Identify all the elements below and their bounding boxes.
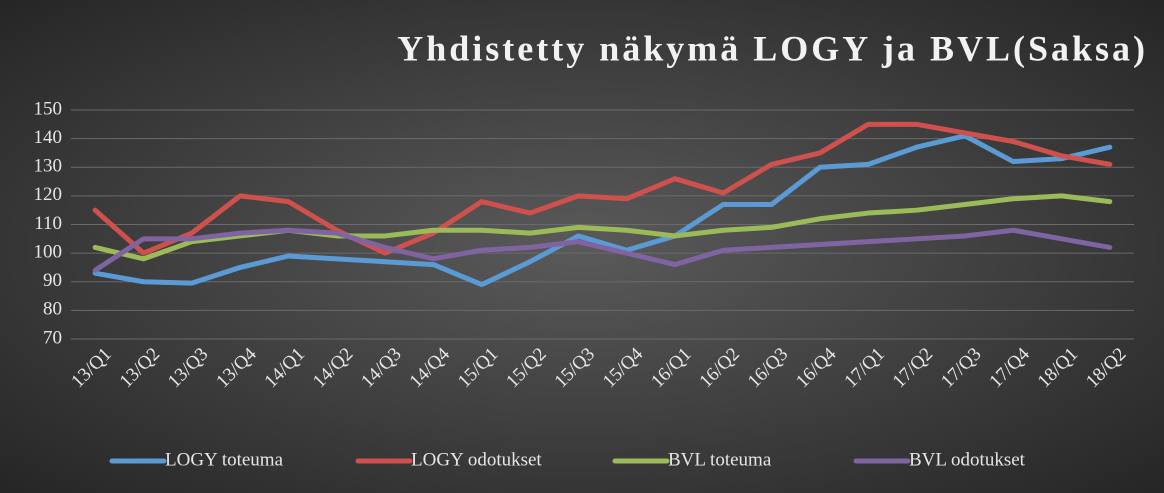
y-tick-label: 130 — [34, 156, 63, 177]
series-line — [92, 133, 1113, 288]
legend-label: LOGY odotukset — [411, 449, 542, 470]
y-tick-label: 150 — [34, 98, 63, 119]
y-tick-label: 110 — [34, 213, 62, 234]
series-line — [92, 121, 1113, 256]
chart-title: Yhdistetty näkymä LOGY ja BVL(Saksa) — [397, 28, 1148, 68]
y-tick-label: 100 — [34, 241, 63, 262]
legend-label: BVL odotukset — [909, 449, 1026, 470]
y-tick-label: 80 — [43, 299, 62, 320]
y-tick-label: 70 — [43, 327, 62, 348]
y-tick-label: 120 — [34, 184, 63, 205]
y-tick-label: 140 — [34, 127, 63, 148]
series-line — [92, 227, 1113, 273]
y-tick-label: 90 — [43, 270, 62, 291]
legend-label: LOGY toteuma — [165, 449, 284, 470]
legend-label: BVL toteuma — [668, 449, 772, 470]
